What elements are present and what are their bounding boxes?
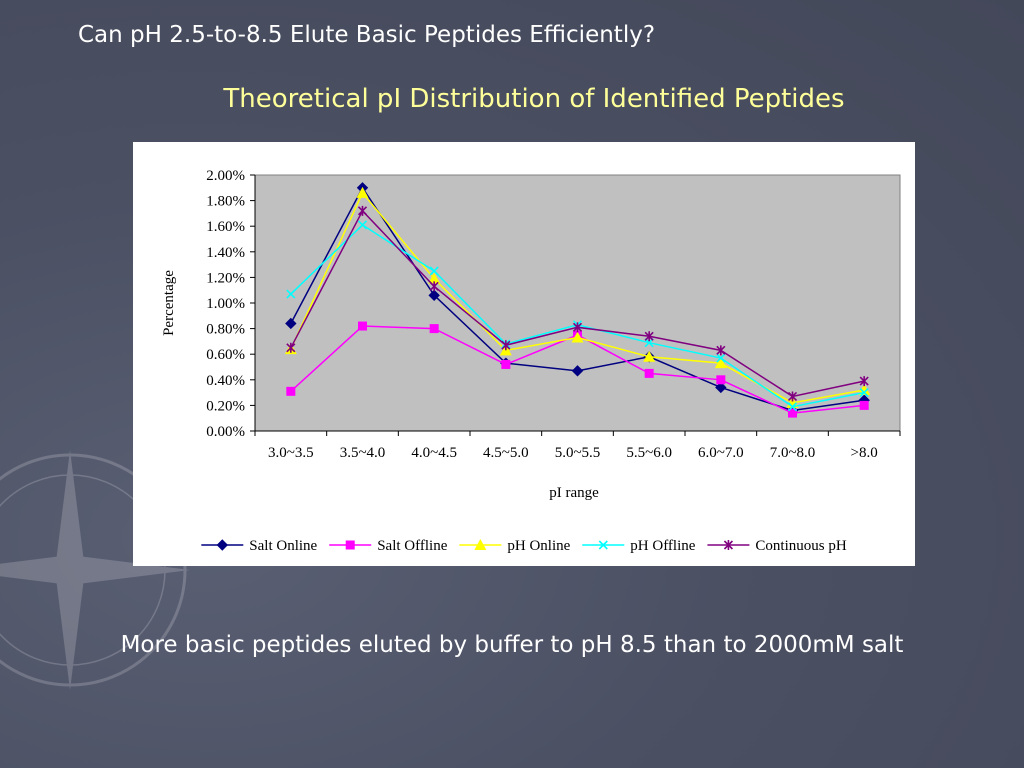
data-point-salt-offline bbox=[716, 375, 726, 385]
data-point-ph-online bbox=[356, 186, 369, 198]
slide-title: Can pH 2.5-to-8.5 Elute Basic Peptides E… bbox=[78, 22, 656, 48]
data-point-continuous-ph bbox=[429, 281, 439, 292]
chart-legend: Salt Online Salt Offline pH Online pH Offli… bbox=[201, 538, 847, 554]
y-tick-label: 0.00% bbox=[206, 424, 245, 440]
data-point-salt-offline bbox=[429, 324, 439, 334]
x-tick-label: 4.0~4.5 bbox=[411, 445, 457, 461]
data-point-continuous-ph bbox=[572, 322, 583, 333]
y-tick-label: 1.60% bbox=[206, 219, 245, 235]
legend-marker bbox=[474, 539, 487, 550]
legend-label: Continuous pH bbox=[755, 538, 846, 554]
legend-label: Salt Online bbox=[249, 538, 317, 554]
data-point-salt-offline bbox=[859, 400, 869, 410]
y-tick-label: 0.40% bbox=[206, 373, 245, 389]
y-tick-label: 2.00% bbox=[206, 168, 245, 184]
legend-item-salt-offline: Salt Offline bbox=[329, 538, 448, 554]
data-point-continuous-ph bbox=[286, 342, 296, 353]
data-point-salt-offline bbox=[644, 368, 654, 378]
data-point-ph-online bbox=[428, 272, 441, 284]
x-tick-label: 6.0~7.0 bbox=[698, 445, 744, 461]
data-point-salt-offline bbox=[286, 386, 296, 396]
legend-label: Salt Offline bbox=[377, 538, 447, 554]
x-tick-label: 3.0~3.5 bbox=[268, 445, 314, 461]
chart-title: Theoretical pI Distribution of Identifie… bbox=[223, 84, 845, 114]
data-point-ph-offline bbox=[429, 266, 439, 276]
x-tick-label: >8.0 bbox=[851, 445, 878, 461]
x-tick-label: 4.5~5.0 bbox=[483, 445, 529, 461]
data-point-continuous-ph bbox=[501, 340, 511, 351]
data-point-continuous-ph bbox=[787, 391, 798, 402]
data-point-salt-online bbox=[428, 289, 440, 302]
chart-panel: 0.00% 0.20% 0.40% 0.60% 0.80% 1.00% 1.20% 1.40%… bbox=[133, 142, 915, 566]
y-tick-label: 1.20% bbox=[206, 270, 245, 286]
data-point-continuous-ph bbox=[644, 331, 654, 342]
data-point-salt-online bbox=[285, 317, 297, 330]
x-tick-label: 3.5~4.0 bbox=[340, 445, 386, 461]
data-point-ph-online bbox=[571, 331, 584, 343]
data-point-ph-online bbox=[858, 384, 871, 396]
y-tick-label: 1.80% bbox=[206, 194, 245, 210]
data-point-salt-offline bbox=[788, 408, 797, 418]
data-point-salt-online bbox=[715, 381, 727, 394]
series-continuous-ph bbox=[286, 205, 869, 402]
plot-area bbox=[254, 174, 901, 432]
x-tick-label: 5.0~5.5 bbox=[555, 445, 601, 461]
line-chart: 0.00% 0.20% 0.40% 0.60% 0.80% 1.00% 1.20% 1.40%… bbox=[161, 168, 901, 554]
data-point-continuous-ph bbox=[859, 376, 869, 387]
legend-marker bbox=[216, 539, 229, 551]
x-tick-label: 5.5~6.0 bbox=[626, 445, 672, 461]
data-point-ph-online bbox=[714, 357, 727, 369]
y-axis-title: Percentage bbox=[161, 270, 177, 336]
y-tick-label: 0.80% bbox=[206, 322, 245, 338]
x-tick-label: 7.0~8.0 bbox=[770, 445, 816, 461]
data-point-ph-online bbox=[643, 350, 656, 362]
data-point-ph-offline bbox=[859, 388, 869, 398]
y-tick-label: 0.20% bbox=[206, 398, 245, 414]
x-axis-title: pI range bbox=[549, 485, 599, 501]
legend-marker bbox=[723, 540, 733, 550]
y-tick-label: 1.40% bbox=[206, 245, 245, 261]
legend-item-salt-online: Salt Online bbox=[201, 538, 318, 554]
data-point-ph-offline bbox=[286, 289, 296, 299]
data-point-ph-offline bbox=[357, 220, 368, 230]
data-point-continuous-ph bbox=[716, 345, 726, 356]
data-point-salt-online bbox=[571, 365, 584, 377]
y-tick-label: 1.00% bbox=[206, 296, 245, 312]
data-point-continuous-ph bbox=[357, 205, 368, 216]
legend-label: pH Online bbox=[507, 538, 570, 554]
slide-caption: More basic peptides eluted by buffer to … bbox=[120, 632, 904, 658]
y-tick-label: 0.60% bbox=[206, 347, 245, 363]
legend-item-continuous-ph: Continuous pH bbox=[707, 538, 847, 554]
legend-marker bbox=[598, 540, 608, 550]
legend-marker bbox=[345, 540, 355, 550]
data-point-ph-offline bbox=[787, 402, 798, 412]
legend-item-ph-online: pH Online bbox=[459, 538, 571, 554]
legend-item-ph-offline: pH Offline bbox=[582, 538, 696, 554]
data-point-salt-offline bbox=[501, 359, 511, 369]
data-point-ph-offline bbox=[716, 353, 726, 363]
compass-watermark bbox=[0, 450, 190, 690]
data-point-salt-offline bbox=[358, 321, 367, 331]
legend-label: pH Offline bbox=[630, 538, 695, 554]
